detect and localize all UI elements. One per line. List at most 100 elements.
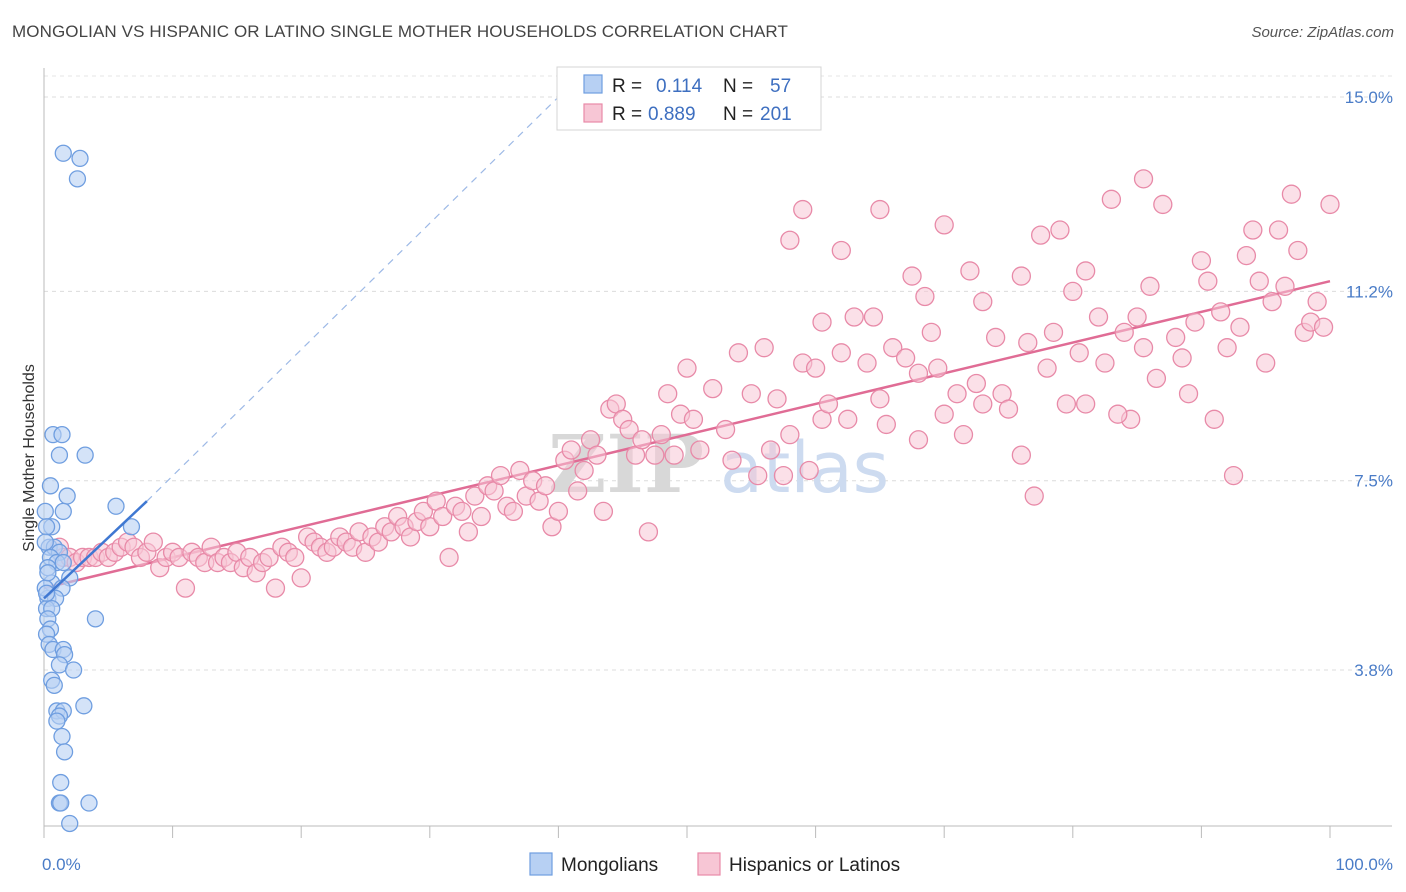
y-tick-label-2: 11.2% (1346, 282, 1393, 301)
hispanics-point-111 (780, 425, 800, 445)
mongolians-point-56 (39, 564, 57, 582)
legend-r-label-1: R = (612, 76, 642, 97)
bottom-legend-mongolians: Mongolians (561, 855, 658, 876)
mongolians-point-36 (64, 661, 83, 679)
hispanics-point-100 (690, 440, 710, 460)
hispanics-point-89 (619, 419, 639, 440)
bottom-legend-swatch-hispanics (697, 852, 721, 876)
hispanics-point-66 (471, 506, 491, 527)
mongolians-trend-line (43, 500, 148, 600)
mongolians-point-29 (86, 610, 105, 628)
y-tick-label-0: 3.8% (1354, 661, 1393, 680)
hispanics-point-120 (857, 353, 877, 373)
hispanics-point-174 (1256, 353, 1276, 373)
hispanics-point-185 (1133, 169, 1154, 189)
mongolians-point-50 (61, 814, 79, 833)
hispanics-point-144 (1043, 322, 1064, 342)
bottom-legend-hispanics: Hispanics or Latinos (729, 855, 900, 876)
mongolians-point-0 (54, 144, 72, 162)
hispanics-point-121 (870, 389, 890, 409)
hispanics-point-136 (985, 327, 1006, 348)
legend-n-label-1: N = (723, 76, 753, 97)
hispanics-trend-line (43, 279, 1331, 590)
hispanics-point-124 (895, 348, 916, 368)
y-axis-label: Single Mother Households (21, 364, 38, 552)
hispanics-point-175 (1262, 291, 1282, 312)
hispanics-point-72 (510, 460, 530, 481)
mongolians-point-55 (36, 533, 54, 551)
hispanics-point-162 (1178, 384, 1199, 404)
hispanics-point-152 (1101, 189, 1122, 209)
hispanics-point-135 (973, 291, 993, 312)
hispanics-point-195 (1011, 445, 1032, 465)
hispanics-point-127 (915, 286, 935, 307)
hispanics-points (49, 169, 1340, 598)
mongolians-point-38 (45, 676, 63, 694)
hispanics-point-167 (1211, 302, 1231, 322)
hispanics-point-94 (651, 425, 671, 445)
hispanics-point-190 (812, 312, 832, 332)
hispanics-point-38 (291, 568, 311, 588)
hispanics-point-172 (1243, 220, 1263, 240)
hispanics-point-110 (773, 465, 794, 486)
hispanics-point-171 (1236, 245, 1257, 266)
hispanics-point-161 (1172, 348, 1192, 368)
hispanics-point-142 (1031, 225, 1051, 245)
hispanics-point-189 (934, 215, 954, 235)
legend-swatch-hispanics (583, 103, 603, 123)
hispanics-point-143 (1037, 358, 1057, 378)
hispanics-point-123 (883, 338, 903, 358)
hispanics-point-139 (1011, 266, 1032, 286)
hispanics-point-116 (818, 394, 839, 414)
mongolians-point-43 (48, 712, 66, 730)
hispanics-point-122 (876, 414, 896, 435)
mongolians-point-4 (53, 426, 71, 444)
hispanics-point-194 (973, 394, 993, 414)
legend-n-value-2: 201 (760, 104, 792, 125)
hispanics-point-168 (1217, 338, 1237, 358)
hispanics-point-109 (767, 389, 787, 409)
gridlines (44, 75, 1392, 671)
hispanics-point-173 (1249, 271, 1269, 291)
mongolians-point-7 (41, 477, 60, 495)
hispanics-point-138 (998, 399, 1019, 419)
hispanics-point-33 (259, 547, 279, 568)
hispanics-point-179 (1288, 240, 1308, 261)
hispanics-point-106 (748, 465, 768, 486)
hispanics-point-61 (439, 547, 459, 568)
hispanics-point-141 (1024, 486, 1044, 506)
hispanics-point-187 (793, 199, 813, 220)
hispanics-point-80 (561, 440, 581, 460)
hispanics-point-146 (1056, 394, 1077, 414)
hispanics-point-78 (548, 501, 569, 522)
hispanics-point-101 (703, 378, 723, 399)
hispanics-point-107 (754, 338, 774, 358)
hispanics-point-145 (1050, 220, 1070, 240)
hispanics-point-58 (420, 517, 440, 537)
hispanics-point-156 (1133, 338, 1154, 358)
hispanics-point-196 (1076, 394, 1096, 414)
hispanics-point-182 (1307, 291, 1327, 312)
hispanics-point-132 (953, 425, 974, 445)
hispanics-point-128 (921, 322, 941, 342)
hispanics-point-176 (1268, 220, 1289, 240)
hispanics-point-197 (1108, 404, 1128, 424)
hispanics-point-125 (902, 266, 922, 286)
x-tick-label-max: 100.0% (1335, 855, 1393, 874)
hispanics-point-134 (966, 373, 986, 394)
hispanics-point-191 (831, 240, 851, 261)
hispanics-point-166 (1204, 409, 1224, 429)
mongolians-point-45 (55, 743, 74, 761)
mongolians-point-1 (71, 149, 89, 168)
hispanics-point-169 (1223, 465, 1244, 486)
hispanics-point-82 (574, 460, 594, 481)
hispanics-point-103 (722, 450, 742, 470)
bottom-legend-swatch-mongolians (529, 852, 553, 876)
y-tick-labels: 3.8% 7.5% 11.2% 15.0% (1345, 88, 1393, 680)
hispanics-point-129 (928, 358, 948, 378)
hispanics-point-178 (1281, 184, 1302, 204)
legend-r-value-1: 0.114 (656, 76, 703, 97)
hispanics-point-193 (908, 430, 929, 450)
hispanics-point-184 (1320, 194, 1340, 215)
mongolians-point-2 (68, 170, 87, 188)
